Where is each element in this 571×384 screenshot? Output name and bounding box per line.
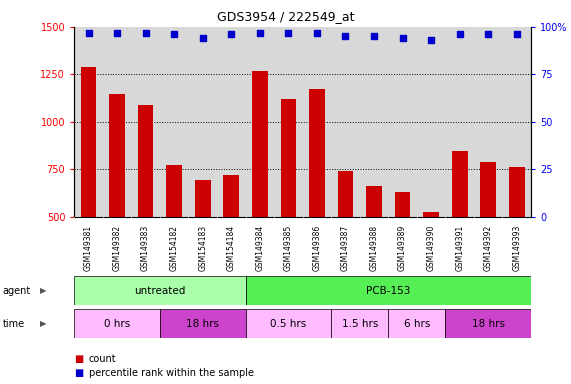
Text: untreated: untreated [134, 286, 186, 296]
Bar [280, 99, 296, 217]
Point [255, 30, 264, 36]
Text: GDS3954 / 222549_at: GDS3954 / 222549_at [217, 10, 354, 23]
Text: GSM154182: GSM154182 [170, 225, 179, 271]
Text: GSM149386: GSM149386 [312, 225, 321, 271]
Bar [166, 165, 182, 217]
Bar [331, 309, 388, 338]
Point [84, 30, 93, 36]
Text: percentile rank within the sample: percentile rank within the sample [89, 368, 254, 378]
Text: ■: ■ [74, 354, 83, 364]
Bar [480, 162, 496, 217]
Text: GSM149391: GSM149391 [455, 225, 464, 271]
Bar [388, 309, 445, 338]
Bar [445, 309, 531, 338]
Bar [109, 94, 125, 217]
Point [312, 30, 321, 36]
Text: ■: ■ [74, 368, 83, 378]
Point [170, 31, 179, 38]
Text: GSM149390: GSM149390 [427, 225, 436, 271]
Bar [81, 67, 96, 217]
Text: 6 hrs: 6 hrs [404, 318, 430, 329]
Text: GSM149384: GSM149384 [255, 225, 264, 271]
Text: GSM149388: GSM149388 [369, 225, 379, 271]
Text: GSM149392: GSM149392 [484, 225, 493, 271]
Text: GSM149385: GSM149385 [284, 225, 293, 271]
Point [284, 30, 293, 36]
Point [484, 31, 493, 38]
Point [398, 35, 407, 41]
Bar [246, 309, 331, 338]
Bar [252, 71, 268, 217]
Bar [74, 309, 160, 338]
Text: GSM154183: GSM154183 [198, 225, 207, 271]
Point [369, 33, 379, 40]
Text: 0.5 hrs: 0.5 hrs [270, 318, 307, 329]
Text: 0 hrs: 0 hrs [104, 318, 130, 329]
Text: 18 hrs: 18 hrs [186, 318, 219, 329]
Point [512, 31, 521, 38]
Bar [509, 167, 525, 217]
Text: 18 hrs: 18 hrs [472, 318, 505, 329]
Text: agent: agent [3, 286, 31, 296]
Bar [74, 276, 246, 305]
Text: count: count [89, 354, 116, 364]
Point [341, 33, 350, 40]
Bar [337, 171, 353, 217]
Bar [246, 276, 531, 305]
Point [198, 35, 207, 41]
Bar [138, 105, 154, 217]
Bar [366, 185, 382, 217]
Bar [395, 192, 411, 217]
Text: GSM149382: GSM149382 [112, 225, 122, 271]
Point [427, 37, 436, 43]
Bar [309, 89, 325, 217]
Text: GSM154184: GSM154184 [227, 225, 236, 271]
Text: PCB-153: PCB-153 [366, 286, 411, 296]
Text: GSM149393: GSM149393 [512, 225, 521, 271]
Point [227, 31, 236, 38]
Text: GSM149387: GSM149387 [341, 225, 350, 271]
Bar [195, 180, 211, 217]
Text: GSM149383: GSM149383 [141, 225, 150, 271]
Text: time: time [3, 318, 25, 329]
Text: ▶: ▶ [39, 319, 46, 328]
Point [455, 31, 464, 38]
Text: ▶: ▶ [39, 286, 46, 295]
Text: 1.5 hrs: 1.5 hrs [341, 318, 378, 329]
Text: GSM149389: GSM149389 [398, 225, 407, 271]
Point [112, 30, 122, 36]
Text: GSM149381: GSM149381 [84, 225, 93, 271]
Bar [423, 212, 439, 217]
Point [141, 30, 150, 36]
Bar [223, 175, 239, 217]
Bar [452, 151, 468, 217]
Bar [160, 309, 246, 338]
